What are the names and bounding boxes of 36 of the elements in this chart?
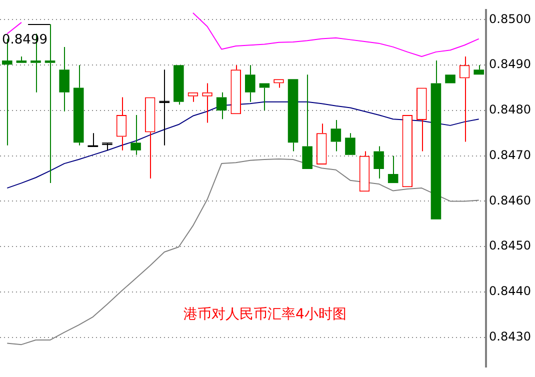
candlestick bbox=[216, 92, 227, 120]
candlestick bbox=[116, 96, 127, 151]
y-tick-label: 0.8490 bbox=[489, 57, 531, 72]
candlestick bbox=[474, 64, 484, 75]
candlestick bbox=[73, 64, 84, 146]
y-tick-label: 0.8450 bbox=[489, 238, 531, 253]
candlestick bbox=[430, 60, 442, 220]
candlestick bbox=[188, 92, 198, 102]
candlestick bbox=[345, 132, 356, 155]
y-tick-label: 0.8470 bbox=[489, 148, 531, 162]
candlestick bbox=[374, 146, 384, 180]
candlestick bbox=[416, 88, 427, 152]
candlestick bbox=[130, 114, 141, 156]
candlestick bbox=[259, 83, 270, 111]
candlestick bbox=[388, 155, 398, 184]
y-tick-label: 0.8480 bbox=[489, 102, 531, 117]
candlestick bbox=[230, 64, 241, 114]
candlestick bbox=[202, 82, 212, 124]
candlestick bbox=[302, 74, 312, 169]
y-tick-label: 0.8430 bbox=[489, 329, 531, 344]
candlestick bbox=[288, 79, 298, 152]
candlestick bbox=[16, 56, 27, 63]
candlestick bbox=[144, 97, 156, 180]
y-tick-label: 0.8440 bbox=[489, 284, 531, 298]
candlestick bbox=[102, 142, 113, 151]
candlestick bbox=[274, 79, 284, 88]
candlestick bbox=[330, 119, 342, 152]
candlestick bbox=[359, 150, 370, 192]
candlestick bbox=[174, 65, 184, 106]
candlestick bbox=[59, 46, 70, 112]
y-tick-label: 0.8500 bbox=[489, 12, 531, 26]
text: 港币对人民币汇率4小时图 bbox=[184, 306, 346, 323]
candlestick bbox=[316, 123, 327, 164]
y-tick-label: 0.8460 bbox=[489, 193, 531, 208]
candlestick bbox=[158, 69, 170, 146]
candlestick bbox=[245, 64, 256, 102]
